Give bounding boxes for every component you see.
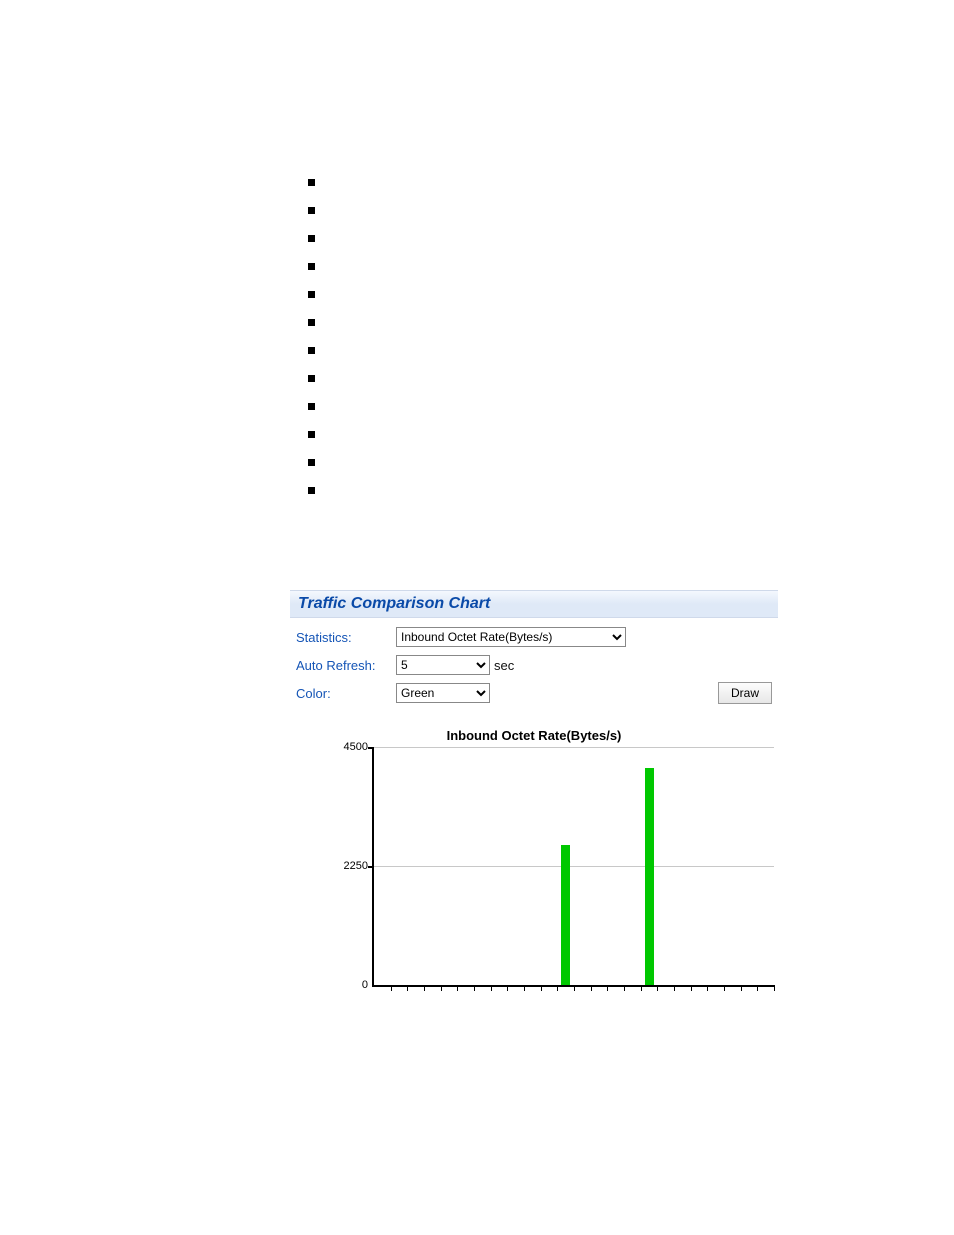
chart-xtick-mark — [407, 985, 408, 991]
list-item — [308, 168, 768, 196]
bullet-square-icon — [308, 459, 315, 466]
chart-ytick-label: 0 — [320, 979, 368, 991]
chart-xtick-mark — [624, 985, 625, 991]
bullet-square-icon — [308, 487, 315, 494]
bullet-square-icon — [308, 179, 315, 186]
chart-gridline — [374, 866, 774, 867]
list-item — [308, 308, 768, 336]
auto-refresh-row: Auto Refresh: 5 sec — [296, 654, 772, 676]
chart-xtick-mark — [691, 985, 692, 991]
statistics-select[interactable]: Inbound Octet Rate(Bytes/s) — [396, 627, 626, 647]
chart-bar — [645, 768, 654, 985]
chart-ytick-label: 2250 — [320, 860, 368, 872]
chart-xtick-mark — [424, 985, 425, 991]
draw-button[interactable]: Draw — [718, 682, 772, 704]
list-item — [308, 448, 768, 476]
list-item — [308, 364, 768, 392]
statistics-label: Statistics: — [296, 630, 396, 645]
chart-xtick-mark — [774, 985, 775, 991]
list-item — [308, 392, 768, 420]
chart-xtick-mark — [607, 985, 608, 991]
bullet-square-icon — [308, 235, 315, 242]
color-label: Color: — [296, 686, 396, 701]
chart-xtick-mark — [441, 985, 442, 991]
bullet-square-icon — [308, 263, 315, 270]
chart-xtick-mark — [741, 985, 742, 991]
bullet-list — [308, 168, 768, 504]
list-item — [308, 420, 768, 448]
chart-xtick-mark — [474, 985, 475, 991]
chart-gridline — [374, 747, 774, 748]
bullet-square-icon — [308, 403, 315, 410]
list-item — [308, 336, 768, 364]
bullet-square-icon — [308, 431, 315, 438]
chart-xtick-mark — [524, 985, 525, 991]
auto-refresh-label: Auto Refresh: — [296, 658, 396, 673]
chart-xtick-mark — [757, 985, 758, 991]
chart-xtick-mark — [724, 985, 725, 991]
traffic-comparison-panel: Traffic Comparison Chart Statistics: Inb… — [290, 590, 778, 998]
list-item — [308, 224, 768, 252]
chart-xtick-mark — [491, 985, 492, 991]
list-item — [308, 196, 768, 224]
bullet-square-icon — [308, 319, 315, 326]
chart-ytick-mark — [368, 747, 374, 749]
chart-xtick-mark — [457, 985, 458, 991]
bullet-square-icon — [308, 291, 315, 298]
chart-xtick-mark — [657, 985, 658, 991]
bullet-square-icon — [308, 207, 315, 214]
controls-area: Statistics: Inbound Octet Rate(Bytes/s) … — [290, 618, 778, 714]
chart-xtick-mark — [557, 985, 558, 991]
chart-xtick-mark — [707, 985, 708, 991]
chart-bar — [561, 845, 570, 985]
chart-xtick-mark — [541, 985, 542, 991]
list-item — [308, 280, 768, 308]
chart-xtick-mark — [574, 985, 575, 991]
chart-area: Inbound Octet Rate(Bytes/s) 022504500 — [290, 728, 778, 998]
list-item — [308, 252, 768, 280]
color-select[interactable]: Green — [396, 683, 490, 703]
auto-refresh-select[interactable]: 5 — [396, 655, 490, 675]
chart-xtick-mark — [507, 985, 508, 991]
chart-ytick-mark — [368, 866, 374, 868]
chart-xtick-mark — [391, 985, 392, 991]
bullet-square-icon — [308, 347, 315, 354]
chart-plot: 022504500 — [372, 747, 774, 987]
statistics-row: Statistics: Inbound Octet Rate(Bytes/s) — [296, 626, 772, 648]
chart-xtick-mark — [674, 985, 675, 991]
chart-ytick-label: 4500 — [320, 741, 368, 753]
color-row: Color: Green Draw — [296, 682, 772, 704]
chart-xtick-mark — [591, 985, 592, 991]
bullet-square-icon — [308, 375, 315, 382]
chart-xtick-mark — [641, 985, 642, 991]
panel-title: Traffic Comparison Chart — [290, 590, 778, 618]
sec-label: sec — [494, 658, 514, 673]
list-item — [308, 476, 768, 504]
